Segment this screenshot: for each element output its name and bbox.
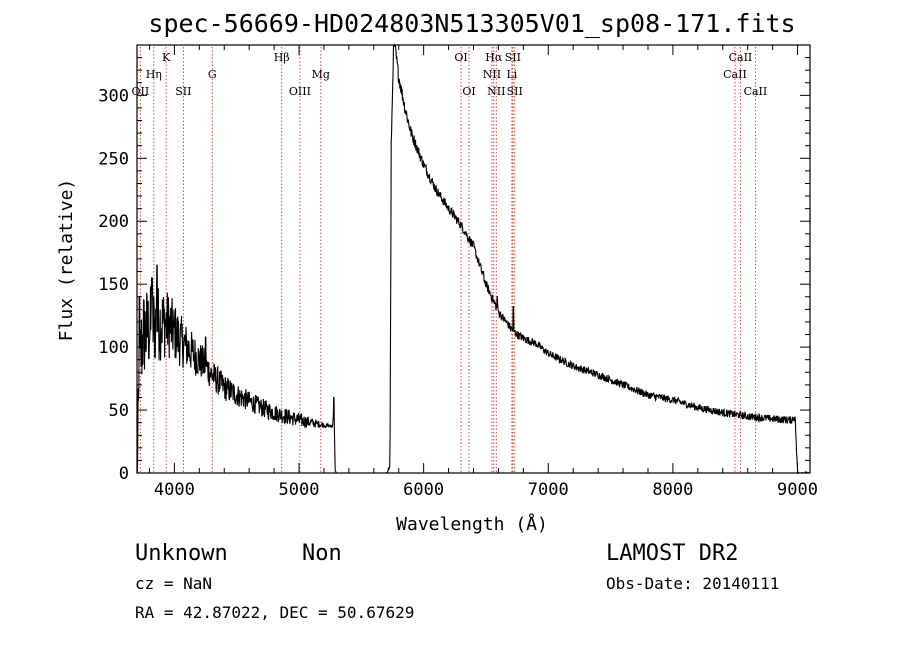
spectral-line-label: OI <box>462 85 475 98</box>
spectral-line-label: SII <box>505 51 521 64</box>
spectral-line-label: Hα <box>485 51 503 64</box>
spectral-line-label: Mg <box>312 68 330 81</box>
spectral-line-label: CaII <box>744 85 768 98</box>
x-tick-label: 7000 <box>528 480 569 500</box>
y-tick-label: 100 <box>98 338 129 358</box>
survey-text: LAMOST DR2 <box>606 541 738 566</box>
spectral-line-label: OII <box>132 85 150 98</box>
y-tick-label: 0 <box>119 464 129 484</box>
y-tick-label: 50 <box>109 401 129 421</box>
spectral-line-label: OIII <box>289 85 311 98</box>
spectral-line-label: NII <box>487 85 505 98</box>
spectrum-line <box>136 43 811 475</box>
subclass-text: Non <box>302 541 342 566</box>
spectral-line-label: K <box>162 51 171 64</box>
cz-text: cz = NaN <box>135 574 212 593</box>
y-tick-label: 200 <box>98 212 129 232</box>
spectral-line-label: CaII <box>723 68 747 81</box>
spectral-line-label: SII <box>175 85 191 98</box>
x-tick-label: 6000 <box>403 480 444 500</box>
spectral-line-label: SII <box>507 85 523 98</box>
y-axis-ticks: 0 50 100 150 200 250 300 <box>98 57 810 484</box>
spectral-lines-group <box>139 47 756 473</box>
spectral-line-label: NII <box>483 68 501 81</box>
spectral-line-label: Hβ <box>274 51 290 64</box>
x-tick-label: 8000 <box>652 480 693 500</box>
x-axis-ticks: 4000 5000 6000 7000 8000 9000 <box>148 45 818 500</box>
spectral-line-label: Hη <box>146 68 162 81</box>
spectral-line-label: Li <box>506 68 517 81</box>
x-tick-label: 5000 <box>279 480 320 500</box>
chart-title: spec-56669-HD024803N513305V01_sp08-171.f… <box>148 9 795 38</box>
y-tick-label: 150 <box>98 275 129 295</box>
spectral-line-label: G <box>208 68 217 81</box>
y-tick-label: 300 <box>98 86 129 106</box>
obs-date-text: Obs-Date: 20140111 <box>606 574 779 593</box>
y-tick-label: 250 <box>98 149 129 169</box>
class-text: Unknown <box>135 541 228 566</box>
y-axis-label: Flux (relative) <box>56 179 77 342</box>
coords-text: RA = 42.87022, DEC = 50.67629 <box>135 603 414 622</box>
x-axis-label: Wavelength (Å) <box>396 513 548 535</box>
spectral-line-label: OI <box>454 51 467 64</box>
spectral-line-label: CaII <box>729 51 753 64</box>
x-tick-label: 4000 <box>154 480 195 500</box>
x-tick-label: 9000 <box>777 480 818 500</box>
